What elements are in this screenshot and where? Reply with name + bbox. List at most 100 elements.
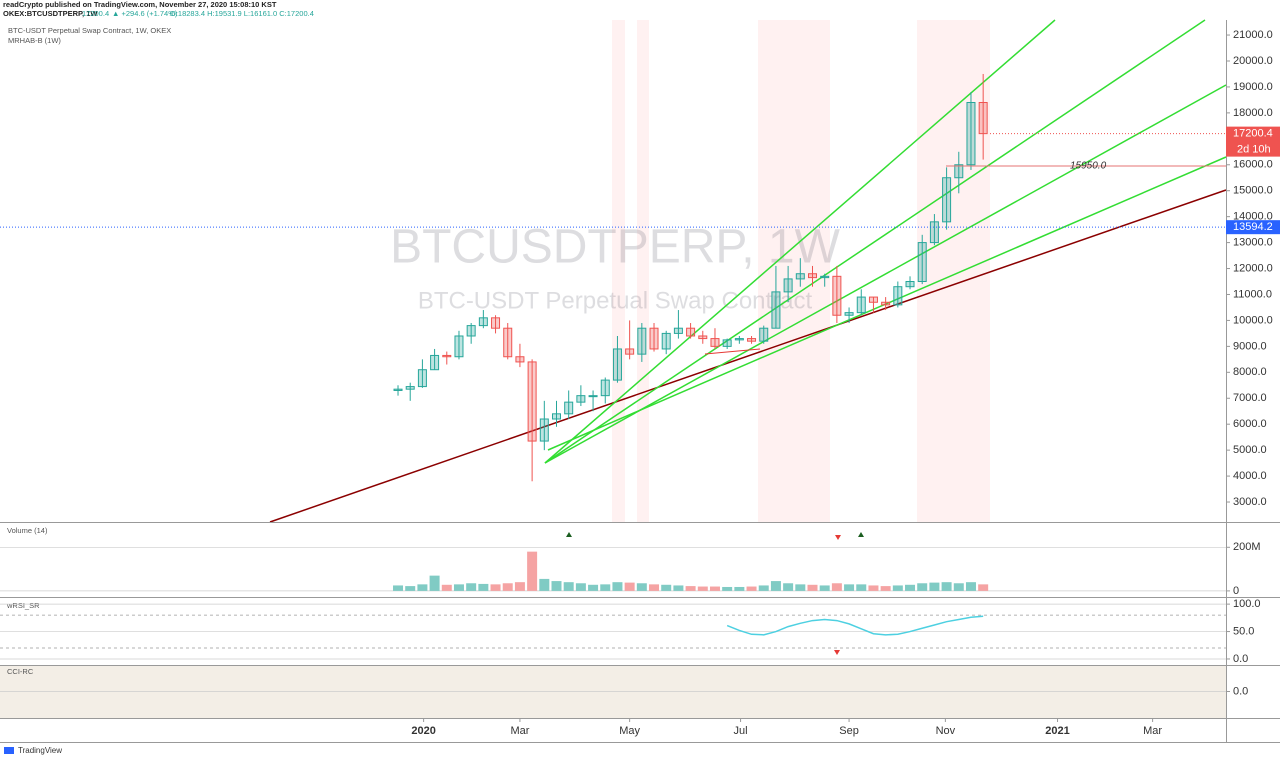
trendline: [269, 189, 1227, 523]
volume-bar: [551, 581, 562, 591]
volume-bar: [880, 586, 891, 591]
volume-bar: [965, 582, 976, 591]
candle-body: [698, 335, 708, 340]
candle-body: [478, 317, 488, 327]
candle-body: [405, 386, 415, 390]
volume-bar: [429, 575, 440, 591]
candle-body: [856, 296, 866, 314]
candle-body: [612, 348, 622, 381]
candle-body: [564, 401, 574, 415]
pane-title: wRSI_SR: [6, 601, 40, 610]
candle-body: [393, 388, 403, 391]
y-tick-label: 12000.0: [1233, 262, 1273, 274]
candle-body: [576, 395, 586, 403]
volume-bar: [734, 586, 745, 591]
y-tick-label: 4000.0: [1233, 470, 1267, 482]
y-tick-label: 0: [1233, 585, 1239, 597]
y-tick-label: 11000.0: [1233, 288, 1272, 300]
candle-body: [673, 327, 683, 334]
y-tick-label: 0.0: [1233, 653, 1248, 665]
candle-body: [661, 332, 671, 350]
x-tick-label: Sep: [839, 725, 859, 737]
y-tick-label: 9000.0: [1233, 340, 1267, 352]
watermark-sub: BTC-USDT Perpetual Swap Contract: [418, 287, 813, 314]
candle-body: [820, 275, 830, 279]
trendline: [544, 19, 1206, 464]
candle-body: [929, 221, 939, 244]
volume-bar: [673, 585, 684, 591]
pane-title: Volume (14): [7, 526, 48, 535]
candle-body: [527, 361, 537, 442]
candle-body: [442, 354, 452, 358]
cci-pane: [0, 666, 1226, 718]
candle-body: [491, 317, 501, 329]
candle-body: [759, 327, 769, 342]
y-tick-label: 50.0: [1233, 625, 1254, 637]
x-tick-label: 2020: [411, 725, 435, 737]
candle-body: [649, 327, 659, 350]
candle-body: [881, 301, 891, 306]
volume-bar: [636, 583, 647, 591]
volume-bar: [758, 585, 769, 591]
candle-body: [783, 278, 793, 293]
volume-bar: [746, 586, 757, 591]
volume-bar: [868, 585, 879, 591]
candle-body: [637, 327, 647, 355]
price-tag: [1226, 126, 1280, 157]
level-label: 15950.0: [1070, 161, 1107, 172]
footer: TradingView: [18, 746, 62, 755]
candle-body: [905, 281, 915, 288]
candle-body: [710, 338, 720, 347]
price-tag-label: 17200.4: [1233, 128, 1273, 140]
candle-body: [417, 369, 427, 388]
candle-body: [551, 413, 561, 420]
volume-bar: [953, 583, 964, 591]
x-tick-label: Mar: [1143, 725, 1162, 737]
volume-bar: [661, 584, 672, 591]
main-pane: [0, 20, 1226, 522]
volume-bar: [844, 584, 855, 591]
candle-body: [625, 348, 635, 355]
highlight: [917, 20, 990, 522]
signal: [834, 650, 840, 655]
y-tick-label: 3000.0: [1233, 496, 1267, 508]
publisher: readCrypto published on TradingView.com,…: [3, 0, 277, 9]
volume-bar: [795, 584, 806, 591]
candle-body: [588, 395, 598, 398]
highlight: [758, 20, 830, 522]
volume-bar: [393, 585, 404, 591]
volume-bar: [453, 584, 464, 591]
volume-bar: [856, 584, 867, 591]
countdown: 2d 10h: [1237, 144, 1271, 156]
volume-bar: [514, 582, 525, 591]
volume-bar: [685, 586, 696, 591]
volume-bar: [417, 584, 428, 591]
volume-bar: [588, 584, 599, 591]
pane-borders: [0, 20, 1280, 743]
y-tick-label: 15000.0: [1233, 185, 1273, 197]
candle-body: [795, 273, 805, 280]
candle-body: [978, 101, 988, 135]
x-tick-label: 2021: [1045, 725, 1069, 737]
x-tick-label: Nov: [936, 725, 956, 737]
logo: [4, 747, 14, 754]
candle-body: [942, 177, 952, 223]
price-tag-label: 13594.2: [1233, 221, 1273, 233]
volume-bar: [697, 586, 708, 591]
indicator-line: [726, 615, 984, 636]
x-tick-label: May: [619, 725, 640, 737]
volume-bar: [917, 583, 928, 591]
y-tick-label: 8000.0: [1233, 366, 1267, 378]
y-tick-label: 18000.0: [1233, 107, 1273, 119]
y-tick-label: 10000.0: [1233, 314, 1273, 326]
y-tick-label: 200M: [1233, 541, 1261, 553]
volume-bar: [563, 582, 574, 591]
candle-body: [686, 327, 696, 337]
volume-bar: [575, 583, 586, 591]
volume-bar: [466, 583, 477, 591]
y-tick-label: 20000.0: [1233, 55, 1273, 67]
trendlines: [269, 19, 1227, 523]
candle-body: [503, 327, 513, 358]
y-tick-label: 21000.0: [1233, 29, 1273, 41]
volume-bar: [905, 584, 916, 591]
